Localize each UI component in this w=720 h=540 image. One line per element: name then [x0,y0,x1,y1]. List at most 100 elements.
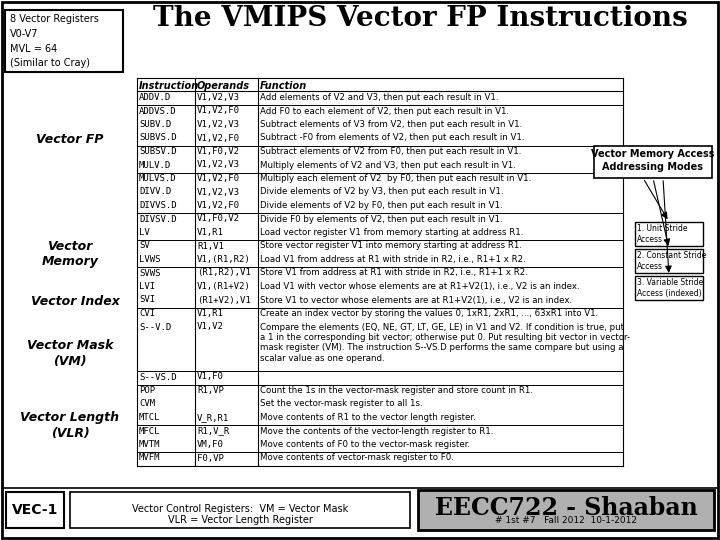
Text: R1,V_R: R1,V_R [197,427,229,435]
Text: Move contents of F0 to the vector-mask register.: Move contents of F0 to the vector-mask r… [260,440,470,449]
Text: V1,V2,V3: V1,V2,V3 [197,187,240,197]
Text: V1,(R1+V2): V1,(R1+V2) [197,282,251,291]
Bar [635,222,703,246]
Text: Divide elements of V2 by F0, then put each result in V1.: Divide elements of V2 by F0, then put ea… [260,201,503,210]
Text: Move the contents of the vector-length register to R1.: Move the contents of the vector-length r… [260,427,493,435]
Text: Create an index vector by storing the values 0, 1xR1, 2xR1, ..., 63xR1 into V1.: Create an index vector by storing the va… [260,309,598,318]
Text: Vector Index: Vector Index [30,295,120,308]
Text: V1,V2,F0: V1,V2,F0 [197,106,240,116]
Text: Set the vector-mask register to all 1s.: Set the vector-mask register to all 1s. [260,400,423,408]
Text: SV: SV [139,241,150,251]
Text: SUBV.D: SUBV.D [139,120,171,129]
Text: Divide F0 by elements of V2, then put each result in V1.: Divide F0 by elements of V2, then put ea… [260,214,503,224]
Text: Vector Mask
(VM): Vector Mask (VM) [27,339,113,368]
Text: Load V1 from address at R1 with stride in R2, i.e., R1+1 x R2.: Load V1 from address at R1 with stride i… [260,255,526,264]
Text: Load V1 with vector whose elements are at R1+V2(1), i.e., V2 is an index.: Load V1 with vector whose elements are a… [260,282,580,291]
Text: S--VS.D: S--VS.D [139,373,176,381]
Text: ADDVS.D: ADDVS.D [139,106,176,116]
Text: Move contents of R1 to the vector length register.: Move contents of R1 to the vector length… [260,413,476,422]
Text: SUBVS.D: SUBVS.D [139,133,176,143]
Text: EECC722 - Shaaban: EECC722 - Shaaban [435,496,698,520]
Text: 8 Vector Registers
V0-V7
MVL = 64
(Similar to Cray): 8 Vector Registers V0-V7 MVL = 64 (Simil… [10,14,99,69]
Text: Count the 1s in the vector-mask register and store count in R1.: Count the 1s in the vector-mask register… [260,386,533,395]
Text: V1,V2,V3: V1,V2,V3 [197,120,240,129]
Text: (R1+V2),V1: (R1+V2),V1 [197,295,251,305]
Text: Store V1 from address at R1 with stride in R2, i.e., R1+1 x R2.: Store V1 from address at R1 with stride … [260,268,528,278]
Text: Compare the elements (EQ, NE, GT, LT, GE, LE) in V1 and V2. If condition is true: Compare the elements (EQ, NE, GT, LT, GE… [260,322,630,363]
Text: R1,V1: R1,V1 [197,241,224,251]
Text: Multiply each element of V2  by F0, then put each result in V1.: Multiply each element of V2 by F0, then … [260,174,531,183]
Text: Function: Function [260,81,307,91]
Text: V1,V2: V1,V2 [197,322,224,332]
Text: VLR = Vector Length Register: VLR = Vector Length Register [168,515,312,525]
Text: F0,VP: F0,VP [197,454,224,462]
Text: LV: LV [139,228,150,237]
Text: SVWS: SVWS [139,268,161,278]
Text: V1,F0,V2: V1,F0,V2 [197,214,240,224]
Text: V1,R1: V1,R1 [197,309,224,318]
Text: POP: POP [139,386,155,395]
Bar [5,10,123,72]
Bar [70,492,410,528]
Text: (R1,R2),V1: (R1,R2),V1 [197,268,251,278]
Text: V1,V2,F0: V1,V2,F0 [197,201,240,210]
Text: Operands: Operands [197,81,250,91]
Text: V1,V2,V3: V1,V2,V3 [197,93,240,102]
Text: V1,F0,V2: V1,F0,V2 [197,147,240,156]
Bar [635,276,703,300]
Text: MVFM: MVFM [139,454,161,462]
Text: Divide elements of V2 by V3, then put each result in V1.: Divide elements of V2 by V3, then put ea… [260,187,503,197]
Text: Vector
Memory: Vector Memory [42,240,99,268]
Text: MULVS.D: MULVS.D [139,174,176,183]
Text: CVM: CVM [139,400,155,408]
Text: DIVSV.D: DIVSV.D [139,214,176,224]
Text: Move contents of vector-mask register to F0.: Move contents of vector-mask register to… [260,454,454,462]
Text: MVTM: MVTM [139,440,161,449]
Text: Instruction: Instruction [139,81,199,91]
Text: MFCL: MFCL [139,427,161,435]
Text: Subtract elements of V2 from F0, then put each result in V1.: Subtract elements of V2 from F0, then pu… [260,147,521,156]
Text: S--V.D: S--V.D [139,322,171,332]
Text: Multiply elements of V2 and V3, then put each result in V1.: Multiply elements of V2 and V3, then put… [260,160,516,170]
Text: Vector FP: Vector FP [36,133,104,146]
Text: V1,(R1,R2): V1,(R1,R2) [197,255,251,264]
Text: Subtract -F0 from elements of V2, then put each result in V1.: Subtract -F0 from elements of V2, then p… [260,133,524,143]
Text: VM,F0: VM,F0 [197,440,224,449]
Text: DIVVS.D: DIVVS.D [139,201,176,210]
Text: V1,F0: V1,F0 [197,373,224,381]
Text: R1,VP: R1,VP [197,386,224,395]
Bar [6,492,64,528]
Bar [418,490,714,530]
Text: 1. Unit Stride
Access: 1. Unit Stride Access [637,224,688,244]
Text: SUBSV.D: SUBSV.D [139,147,176,156]
Text: Store V1 to vector whose elements are at R1+V2(1), i.e., V2 is an index.: Store V1 to vector whose elements are at… [260,295,572,305]
Text: V1,V2,F0: V1,V2,F0 [197,133,240,143]
Text: The VMIPS Vector FP Instructions: The VMIPS Vector FP Instructions [153,4,688,31]
Text: V1,R1: V1,R1 [197,228,224,237]
Text: V_R,R1: V_R,R1 [197,413,229,422]
Text: LVI: LVI [139,282,155,291]
Text: VEC-1: VEC-1 [12,503,58,517]
Text: LVWS: LVWS [139,255,161,264]
Text: Vector Memory Access
Addressing Modes: Vector Memory Access Addressing Modes [591,149,715,172]
Text: V1,V2,V3: V1,V2,V3 [197,160,240,170]
Text: # 1st #7   Fall 2012  10-1-2012: # 1st #7 Fall 2012 10-1-2012 [495,516,637,525]
Text: Vector Control Registers:  VM = Vector Mask: Vector Control Registers: VM = Vector Ma… [132,504,348,514]
Text: ADDV.D: ADDV.D [139,93,171,102]
Text: Load vector register V1 from memory starting at address R1.: Load vector register V1 from memory star… [260,228,523,237]
Text: 3. Variable Stride
Access (indexed): 3. Variable Stride Access (indexed) [637,278,703,298]
Text: MULV.D: MULV.D [139,160,171,170]
Bar [635,249,703,273]
Text: V1,V2,F0: V1,V2,F0 [197,174,240,183]
Text: DIVV.D: DIVV.D [139,187,171,197]
Text: Subtract elements of V3 from V2, then put each result in V1.: Subtract elements of V3 from V2, then pu… [260,120,522,129]
Bar [594,146,712,178]
Text: SVI: SVI [139,295,155,305]
Text: Add F0 to each element of V2, then put each result in V1.: Add F0 to each element of V2, then put e… [260,106,509,116]
Text: 2. Constant Stride
Access: 2. Constant Stride Access [637,251,706,271]
Text: Vector Length
(VLR): Vector Length (VLR) [20,411,120,440]
Text: Store vector register V1 into memory starting at address R1.: Store vector register V1 into memory sta… [260,241,522,251]
Text: MTCL: MTCL [139,413,161,422]
Text: Add elements of V2 and V3, then put each result in V1.: Add elements of V2 and V3, then put each… [260,93,498,102]
Text: CVI: CVI [139,309,155,318]
